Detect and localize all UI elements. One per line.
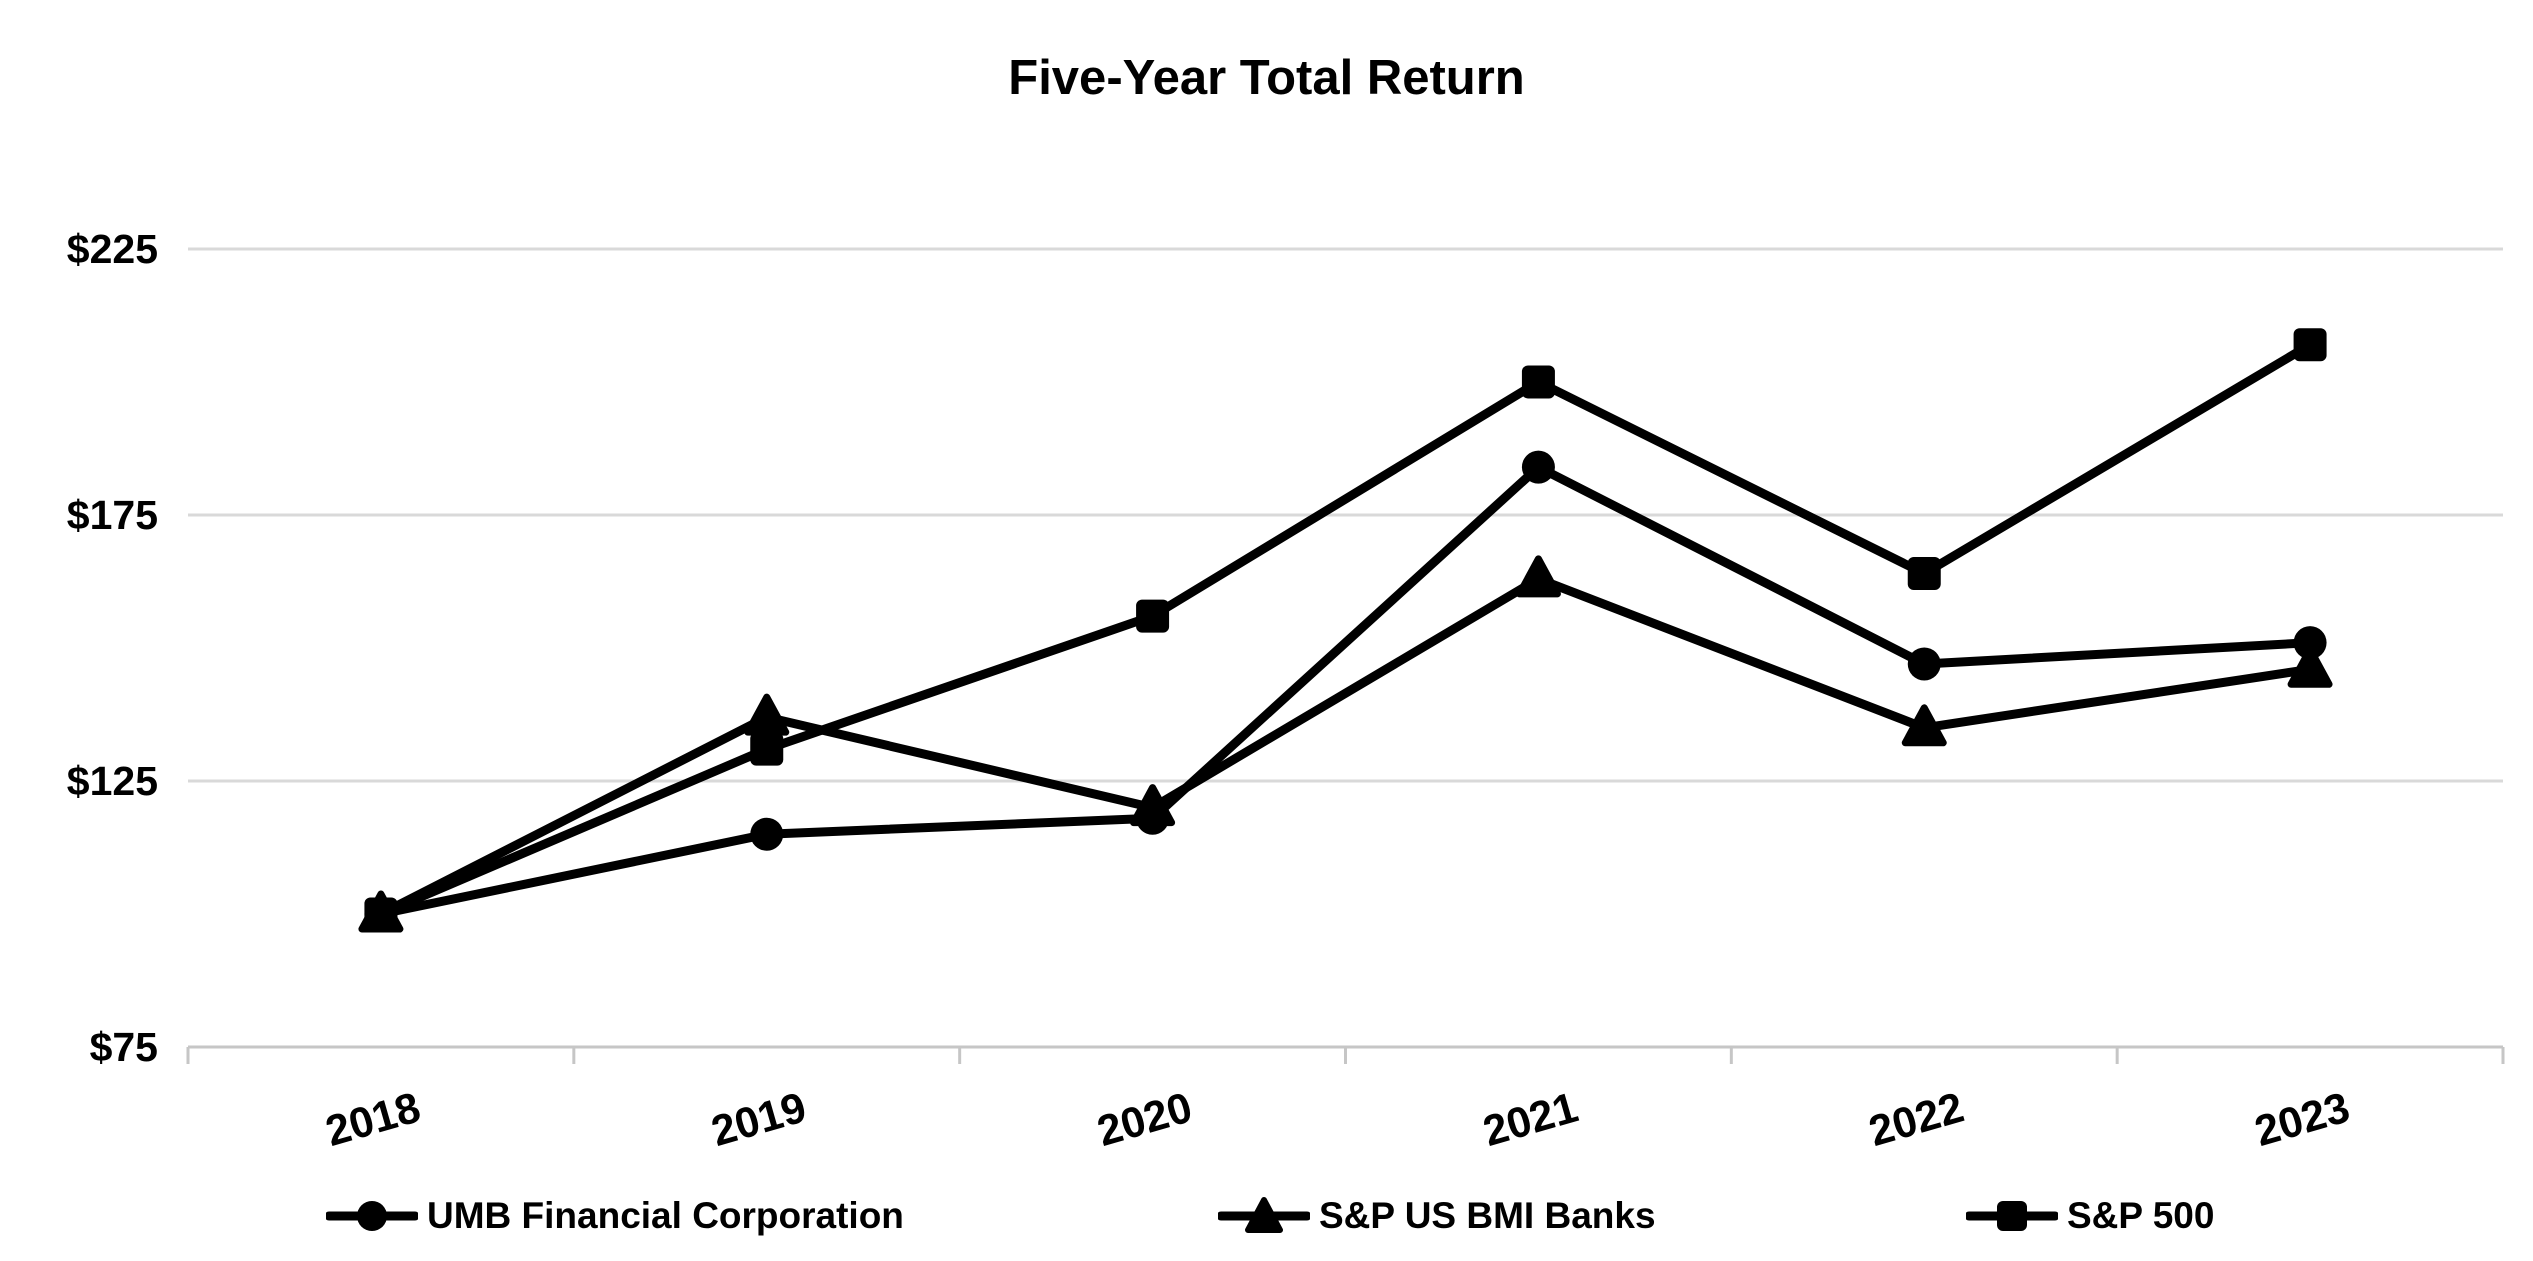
- triangle-marker: [744, 693, 790, 736]
- square-marker: [1521, 365, 1555, 399]
- square-marker: [1136, 599, 1170, 633]
- triangle-marker: [1901, 704, 1947, 747]
- square-marker: [364, 897, 398, 931]
- y-tick-label: $175: [67, 492, 158, 538]
- square-marker: [750, 732, 784, 766]
- series-line-triangle: [376, 574, 2315, 919]
- circle-marker: [1521, 450, 1555, 484]
- circle-marker: [1907, 647, 1941, 681]
- circle-marker: [1136, 801, 1170, 835]
- square-marker: [2293, 328, 2327, 362]
- series-line-circle: [376, 462, 2315, 919]
- y-tick-label: $125: [67, 758, 158, 804]
- series-line-square: [376, 340, 2315, 919]
- x-tick-label: 2023: [2250, 1083, 2355, 1156]
- circle-marker: [2293, 626, 2327, 660]
- x-tick-label: 2018: [320, 1083, 425, 1156]
- circle-marker: [750, 817, 784, 851]
- x-tick-label: 2019: [706, 1083, 811, 1156]
- triangle-marker: [2287, 645, 2333, 688]
- y-tick-label: $225: [67, 226, 158, 272]
- square-marker: [1907, 557, 1941, 591]
- y-tick-label: $75: [90, 1024, 158, 1070]
- triangle-marker: [1515, 555, 1561, 598]
- x-tick-label: 2021: [1478, 1083, 1583, 1156]
- x-tick-label: 2022: [1864, 1083, 1969, 1156]
- x-tick-label: 2020: [1092, 1083, 1197, 1156]
- chart-title: Five-Year Total Return: [1008, 51, 1525, 105]
